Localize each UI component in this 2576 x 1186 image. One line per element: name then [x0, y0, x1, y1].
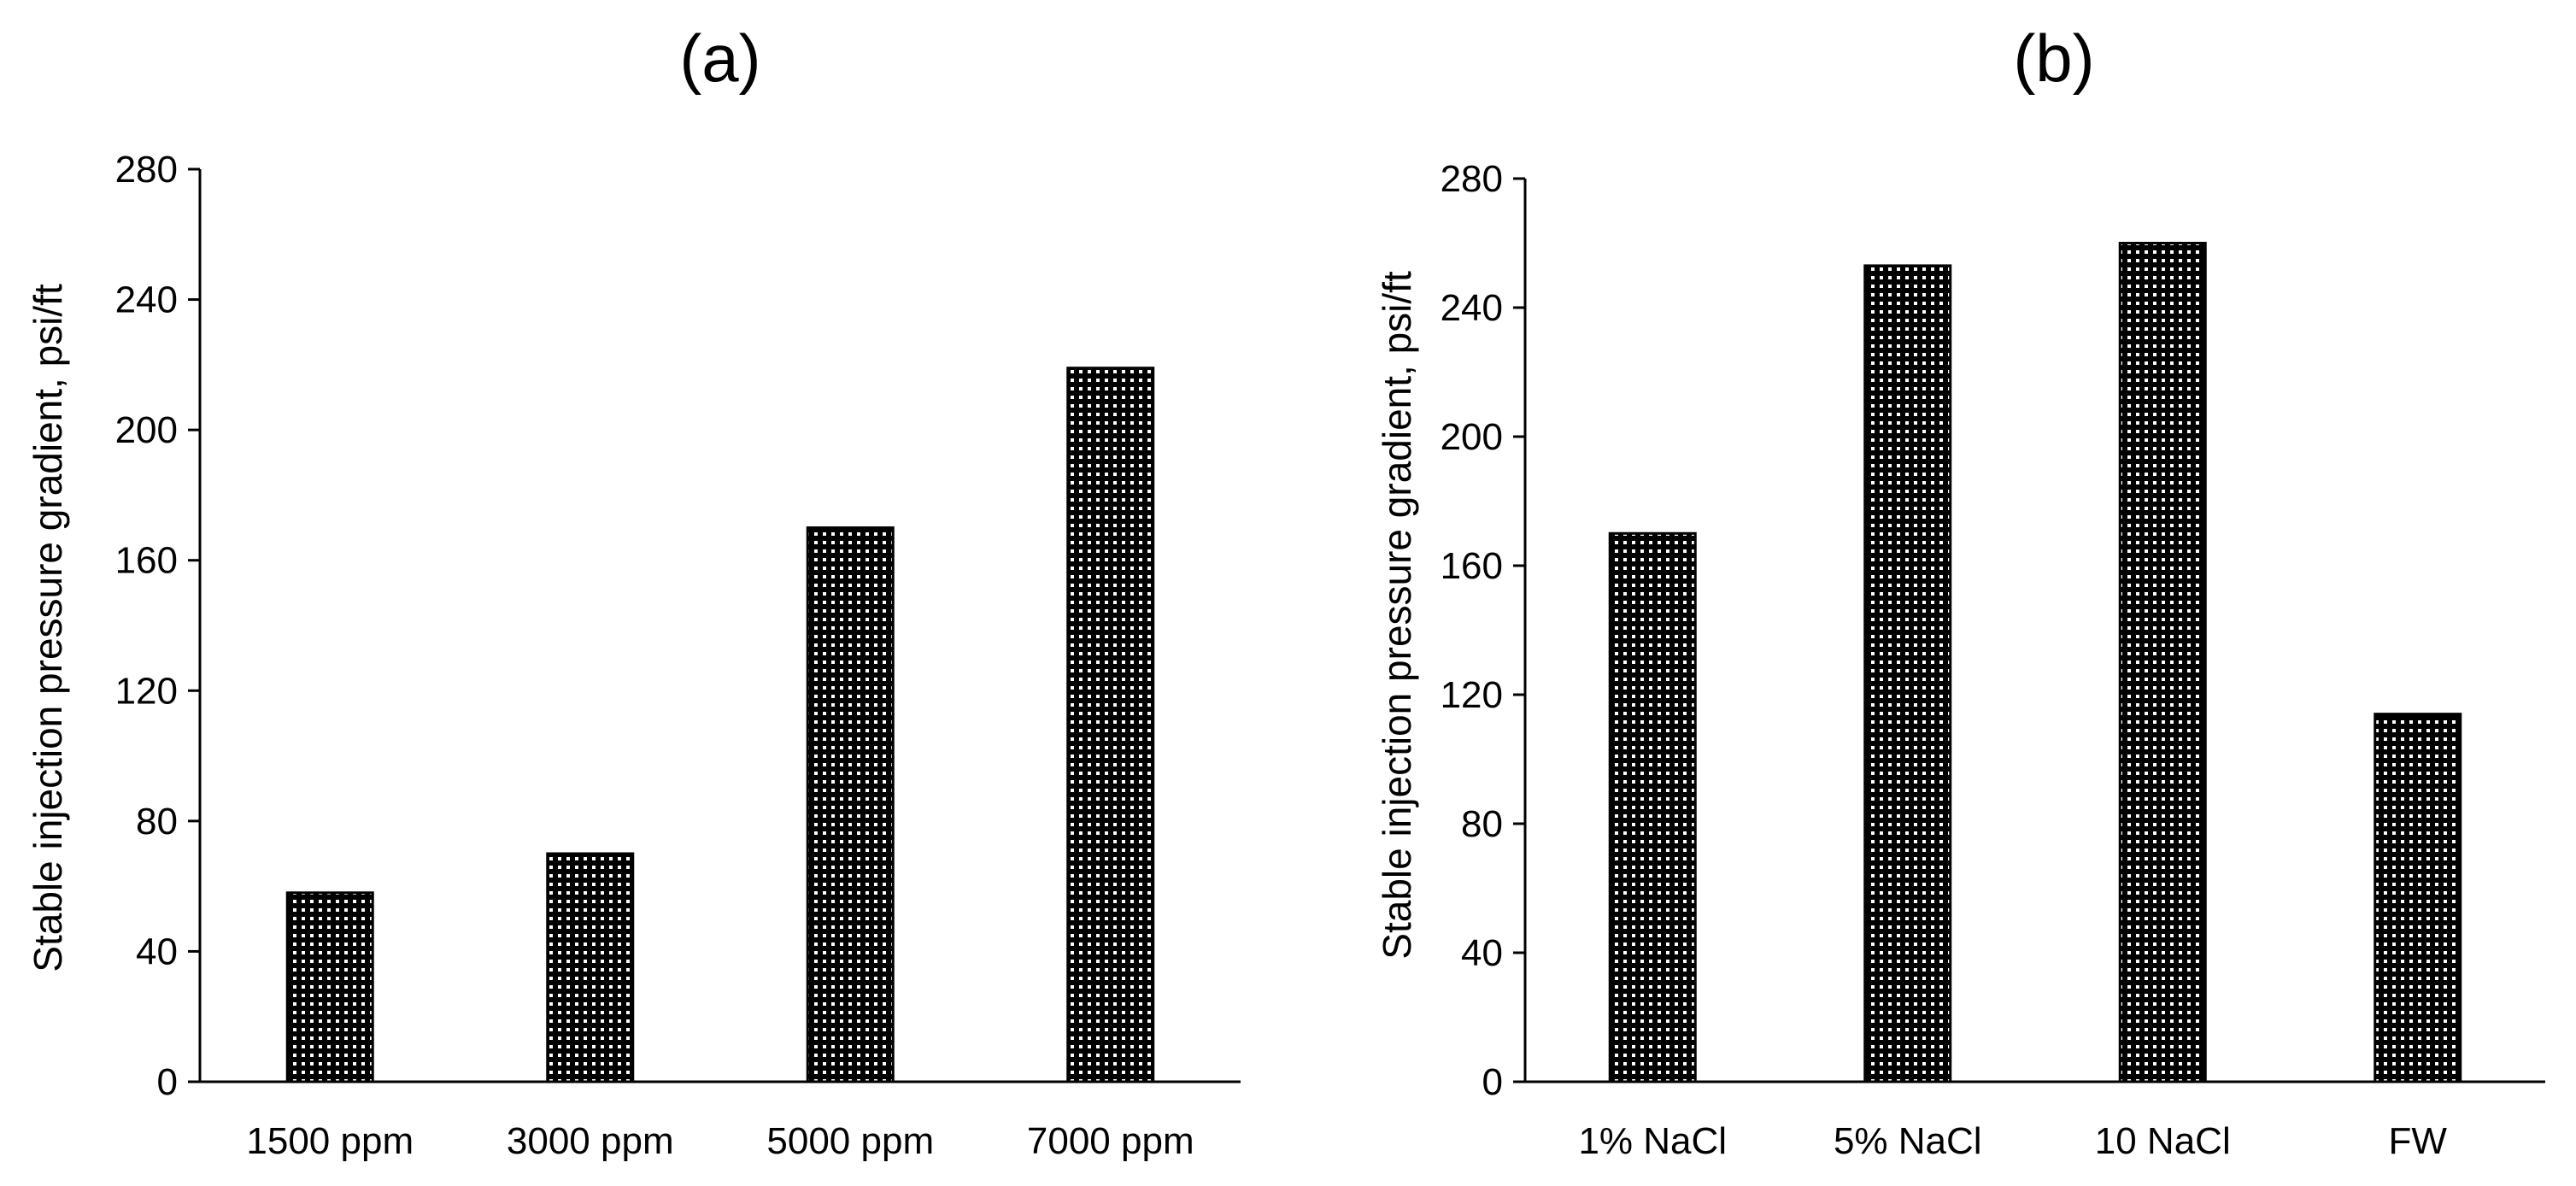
- chart-b-y-tick-label: 40: [1461, 932, 1503, 974]
- chart-a-y-tick-label: 160: [115, 540, 178, 582]
- chart-a-title: (a): [679, 21, 760, 96]
- chart-b-category-label: 5% NaCl: [1834, 1120, 1982, 1162]
- chart-b-bar: [2118, 242, 2207, 1083]
- chart-b-title: (b): [2013, 21, 2094, 96]
- chart-b-y-tick-label: 280: [1441, 158, 1503, 200]
- chart-b-category-label: 10 NaCl: [2095, 1120, 2231, 1162]
- chart-b-y-tick-label: 120: [1441, 674, 1503, 716]
- chart-a-bar: [1066, 367, 1155, 1083]
- chart-b-bar: [2374, 713, 2462, 1083]
- chart-b-y-tick-label: 240: [1441, 287, 1503, 329]
- chart-a-y-tick-label: 240: [115, 279, 178, 321]
- chart-b-y-tick-label: 0: [1482, 1061, 1503, 1103]
- chart-panel-b: (b) Stable injection pressure gradient, …: [1288, 0, 2576, 1186]
- chart-b-category-label: FW: [2389, 1120, 2448, 1162]
- chart-a-category-label: 5000 ppm: [766, 1120, 934, 1162]
- chart-b-y-axis-title: Stable injection pressure gradient, psi/…: [1375, 271, 1419, 960]
- chart-a-y-axis-title: Stable injection pressure gradient, psi/…: [26, 284, 70, 972]
- chart-b-y-tick-label: 200: [1441, 416, 1503, 458]
- chart-a-y-tick-label: 200: [115, 409, 178, 451]
- chart-b-bar: [1608, 531, 1697, 1083]
- chart-a-category-label: 7000 ppm: [1027, 1120, 1194, 1162]
- chart-a-y-tick-label: 120: [115, 670, 178, 712]
- chart-a-y-tick-label: 280: [115, 149, 178, 191]
- chart-a-bar: [806, 526, 895, 1083]
- chart-a-bar: [546, 852, 635, 1083]
- chart-b-bar: [1863, 264, 1952, 1083]
- chart-a-category-label: 3000 ppm: [507, 1120, 674, 1162]
- chart-a-y-tick-label: 40: [136, 931, 178, 972]
- chart-b-category-label: 1% NaCl: [1578, 1120, 1727, 1162]
- chart-a-svg: (a) Stable injection pressure gradient, …: [26, 21, 1241, 1162]
- chart-b-y-tick-label: 160: [1441, 545, 1503, 587]
- chart-b-y-tick-label: 80: [1461, 803, 1503, 845]
- chart-a-bar: [285, 891, 374, 1083]
- chart-panel-a: (a) Stable injection pressure gradient, …: [26, 21, 1241, 1162]
- chart-b-svg: (b) Stable injection pressure gradient, …: [1375, 21, 2545, 1162]
- chart-a-category-label: 1500 ppm: [246, 1120, 414, 1162]
- chart-a-y-tick-label: 80: [136, 801, 178, 843]
- chart-a-y-tick-label: 0: [157, 1061, 178, 1103]
